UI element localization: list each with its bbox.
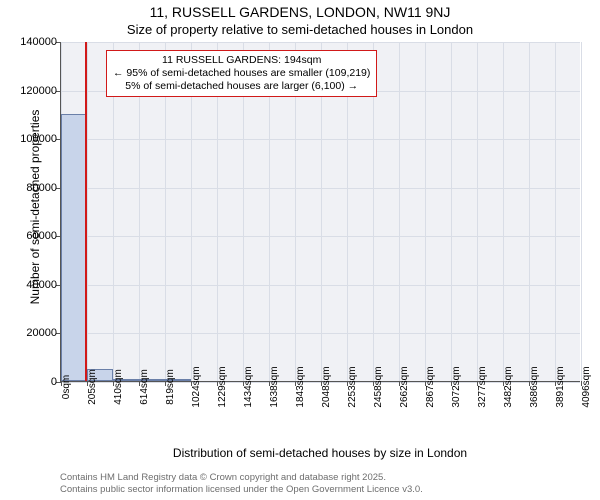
property-marker-line: [85, 42, 87, 381]
x-tick-label: 819sqm: [165, 369, 176, 405]
x-tick-label: 0sqm: [61, 375, 72, 399]
footer-line2: Contains public sector information licen…: [60, 484, 580, 496]
plot-area: 020000400006000080000100000120000140000 …: [60, 42, 580, 382]
x-tick-label: 3277sqm: [477, 366, 488, 407]
y-tick-label: 80000: [26, 182, 57, 194]
y-tick-label: 120000: [20, 85, 57, 97]
annotation-box: 11 RUSSELL GARDENS: 194sqm ← 95% of semi…: [106, 50, 377, 97]
chart-container: 11, RUSSELL GARDENS, LONDON, NW11 9NJ Si…: [0, 0, 600, 500]
footer-line1: Contains HM Land Registry data © Crown c…: [60, 472, 580, 484]
x-tick-label: 410sqm: [113, 369, 124, 405]
x-tick-label: 2867sqm: [425, 366, 436, 407]
chart-title-main: 11, RUSSELL GARDENS, LONDON, NW11 9NJ: [0, 4, 600, 20]
x-tick-label: 1843sqm: [295, 366, 306, 407]
y-tick-label: 0: [51, 376, 57, 388]
y-tick-label: 60000: [26, 230, 57, 242]
y-tick-label: 140000: [20, 36, 57, 48]
x-tick-label: 2662sqm: [399, 366, 410, 407]
x-tick-label: 3686sqm: [529, 366, 540, 407]
y-tick-label: 100000: [20, 133, 57, 145]
x-tick-label: 3072sqm: [451, 366, 462, 407]
footer-attribution: Contains HM Land Registry data © Crown c…: [60, 472, 580, 496]
x-tick-label: 2458sqm: [373, 366, 384, 407]
x-axis-label: Distribution of semi-detached houses by …: [60, 446, 580, 460]
x-tick-label: 1638sqm: [269, 366, 280, 407]
x-tick-label: 1434sqm: [243, 366, 254, 407]
y-axis-label: Number of semi-detached properties: [28, 77, 42, 337]
histogram-bar: [61, 114, 87, 381]
x-tick-label: 3482sqm: [503, 366, 514, 407]
x-tick-label: 2048sqm: [321, 366, 332, 407]
y-tick-label: 40000: [26, 279, 57, 291]
x-tick-label: 4096sqm: [581, 366, 592, 407]
annotation-line2: ← 95% of semi-detached houses are smalle…: [113, 67, 370, 80]
x-tick-label: 1024sqm: [191, 366, 202, 407]
x-tick-label: 614sqm: [139, 369, 150, 405]
x-tick-label: 205sqm: [87, 369, 98, 405]
x-tick-label: 2253sqm: [347, 366, 358, 407]
x-tick-label: 1229sqm: [217, 366, 228, 407]
y-tick-label: 20000: [26, 327, 57, 339]
chart-title-sub: Size of property relative to semi-detach…: [0, 22, 600, 37]
x-tick-label: 3891sqm: [555, 366, 566, 407]
annotation-line1: 11 RUSSELL GARDENS: 194sqm: [113, 54, 370, 67]
annotation-line3: 5% of semi-detached houses are larger (6…: [113, 80, 370, 93]
